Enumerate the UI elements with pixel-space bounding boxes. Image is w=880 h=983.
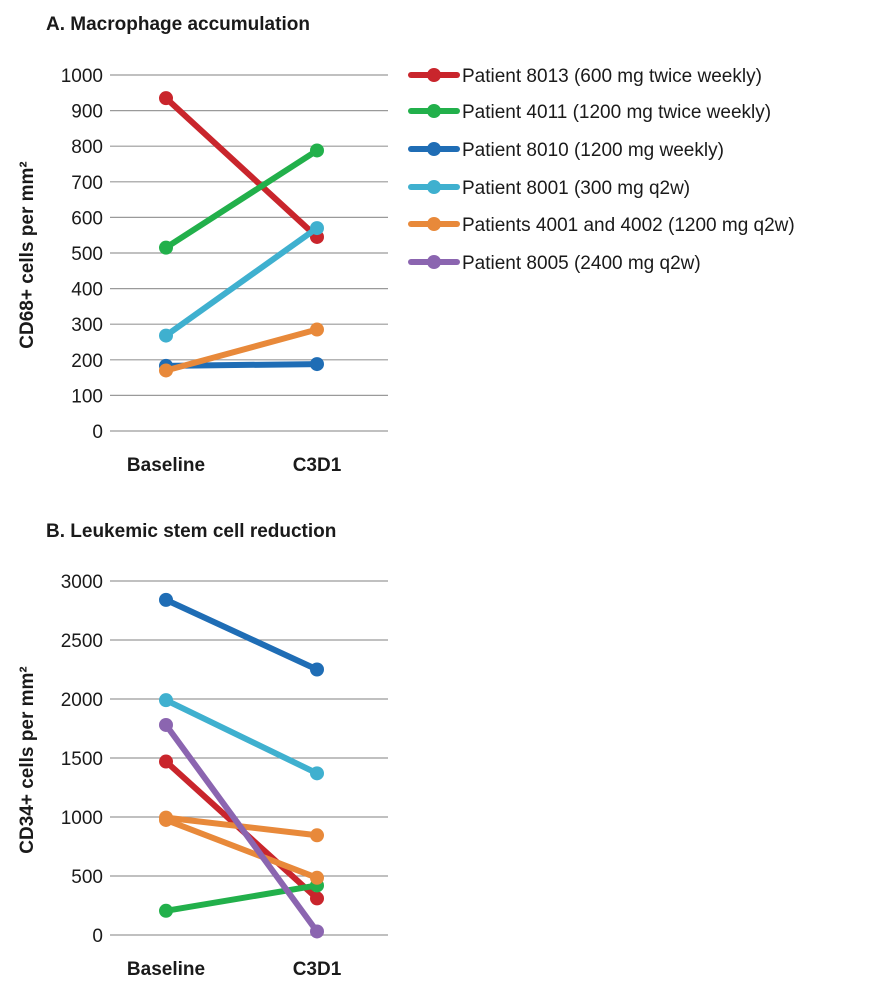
- panel-b: B. Leukemic stem cell reduction 0 500 1000…: [17, 521, 388, 980]
- legend: Patient 8013 (600 mg twice weekly) Patie…: [408, 66, 795, 274]
- legend-label: Patients 4001 and 4002 (1200 mg q2w): [462, 215, 795, 236]
- series-4: [159, 322, 324, 378]
- legend-item-8001: Patient 8001 (300 mg q2w): [408, 178, 690, 199]
- y-tick-label: 500: [71, 867, 103, 888]
- legend-label: Patient 4011 (1200 mg twice weekly): [462, 102, 771, 123]
- y-tick-label: 2000: [61, 690, 103, 711]
- series-line: [163, 596, 320, 673]
- y-tick-label: 0: [92, 422, 103, 443]
- data-point-baseline: [159, 592, 173, 607]
- legend-label: Patient 8010 (1200 mg weekly): [462, 140, 724, 161]
- series-2: [159, 592, 324, 677]
- legend-swatch-marker: [427, 217, 441, 231]
- series-line: [163, 326, 320, 374]
- panel-b-series: [159, 592, 324, 939]
- data-point-baseline: [159, 754, 173, 769]
- data-point-c3d1: [310, 221, 324, 236]
- data-point-c3d1: [310, 828, 324, 843]
- panel-b-grid: [110, 580, 388, 936]
- data-point-baseline: [159, 328, 173, 343]
- y-tick-label: 1500: [61, 749, 103, 770]
- y-tick-label: 1000: [61, 66, 103, 87]
- y-tick-label: 300: [71, 315, 103, 336]
- data-point-baseline: [159, 363, 173, 378]
- y-tick-label: 900: [71, 102, 103, 123]
- series-line: [163, 721, 320, 935]
- data-point-c3d1: [310, 662, 324, 677]
- data-point-c3d1: [310, 357, 324, 372]
- series-1: [159, 143, 324, 255]
- series-0: [159, 91, 324, 244]
- panel-a-x-tick-c3d1: C3D1: [293, 455, 342, 476]
- data-point-baseline: [159, 91, 173, 106]
- data-point-baseline: [159, 717, 173, 732]
- y-tick-label: 400: [71, 280, 103, 301]
- panel-a-grid: [110, 74, 388, 432]
- data-point-c3d1: [310, 322, 324, 337]
- legend-label: Patient 8013 (600 mg twice weekly): [462, 66, 762, 87]
- series-5: [159, 812, 324, 885]
- panel-a-y-ticks: 0 100 200 300 400 500 600 700 800 900 1000: [61, 66, 103, 443]
- legend-swatch-marker: [427, 142, 441, 156]
- legend-label: Patient 8001 (300 mg q2w): [462, 178, 690, 199]
- panel-b-y-axis-label: CD34+ cells per mm²: [17, 666, 38, 853]
- y-tick-label: 700: [71, 173, 103, 194]
- legend-item-8013: Patient 8013 (600 mg twice weekly): [408, 66, 762, 87]
- series-line: [163, 816, 320, 881]
- legend-swatch-marker: [427, 104, 441, 118]
- panel-b-x-tick-c3d1: C3D1: [293, 959, 342, 980]
- panel-a-series: [159, 91, 324, 378]
- legend-item-4001-4002: Patients 4001 and 4002 (1200 mg q2w): [408, 215, 795, 236]
- panel-a-title: A. Macrophage accumulation: [46, 14, 310, 35]
- panel-b-x-tick-baseline: Baseline: [127, 959, 205, 980]
- panel-a-x-tick-baseline: Baseline: [127, 455, 205, 476]
- y-tick-label: 2500: [61, 631, 103, 652]
- series-3: [159, 221, 324, 343]
- legend-swatch-marker: [427, 255, 441, 269]
- legend-swatch-marker: [427, 180, 441, 194]
- y-tick-label: 100: [71, 386, 103, 407]
- data-point-baseline: [159, 903, 173, 918]
- legend-item-8005: Patient 8005 (2400 mg q2w): [408, 253, 701, 274]
- data-point-c3d1: [310, 766, 324, 781]
- y-tick-label: 500: [71, 244, 103, 265]
- y-tick-label: 3000: [61, 572, 103, 593]
- panel-a: A. Macrophage accumulation 0 100 200 300 400…: [17, 14, 388, 476]
- y-tick-label: 800: [71, 137, 103, 158]
- data-point-c3d1: [310, 870, 324, 885]
- data-point-c3d1: [310, 143, 324, 158]
- series-3: [159, 693, 324, 781]
- series-line: [163, 882, 320, 914]
- y-tick-label: 0: [92, 926, 103, 947]
- legend-item-8010: Patient 8010 (1200 mg weekly): [408, 140, 724, 161]
- panel-b-y-ticks: 0 500 1000 1500 2000 2500 3000: [61, 572, 103, 947]
- data-point-baseline: [159, 240, 173, 255]
- series-line: [163, 95, 320, 240]
- legend-swatch-marker: [427, 68, 441, 82]
- legend-label: Patient 8005 (2400 mg q2w): [462, 253, 701, 274]
- series-line: [163, 225, 320, 339]
- data-point-baseline: [159, 812, 173, 827]
- data-point-c3d1: [310, 891, 324, 906]
- series-line: [163, 147, 320, 251]
- series-6: [159, 717, 324, 939]
- legend-item-4011: Patient 4011 (1200 mg twice weekly): [408, 102, 771, 123]
- panel-a-y-axis-label: CD68+ cells per mm²: [17, 161, 38, 348]
- y-tick-label: 600: [71, 208, 103, 229]
- data-point-baseline: [159, 693, 173, 708]
- data-point-c3d1: [310, 924, 324, 939]
- y-tick-label: 1000: [61, 808, 103, 829]
- series-line: [163, 697, 320, 777]
- panel-b-title: B. Leukemic stem cell reduction: [46, 521, 336, 542]
- y-tick-label: 200: [71, 351, 103, 372]
